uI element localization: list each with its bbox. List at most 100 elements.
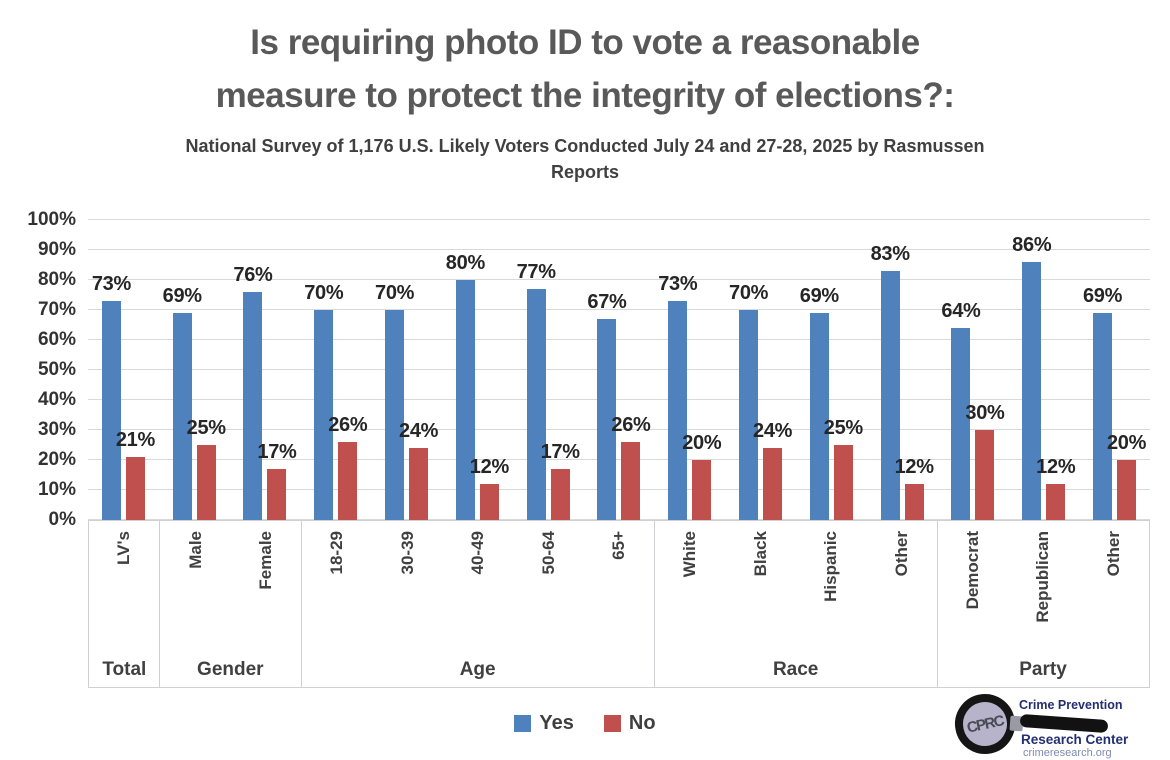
no-bar [692,460,712,520]
no-data-label: 24% [752,420,793,442]
bar-column: 76% 17% [230,220,301,520]
category-label: White [680,531,700,578]
yes-bar [314,310,334,520]
category-cell: White [654,521,725,687]
yes-data-label: 70% [375,282,415,304]
yes-bar [597,319,617,520]
no-bar [409,448,429,520]
chart-subtitle-line1: National Survey of 1,176 U.S. Likely Vot… [185,136,985,156]
category-cell: 18-29 [301,521,372,687]
legend-swatch-icon [603,715,621,732]
no-bar [125,457,145,520]
gridline [88,459,1150,460]
yes-bar [243,292,263,520]
y-tick-label: 50% [37,359,76,380]
gridline [88,219,1150,220]
yes-bar [172,313,192,520]
y-tick-label: 30% [37,419,76,440]
yes-bar [455,280,475,520]
no-data-label: 25% [823,417,863,439]
chart-title-line2: measure to protect the integrity of elec… [215,76,955,115]
bar-column: 80% 12% [442,220,513,520]
category-axis: LV's Male Female 18-29 30-39 40-49 50-64 65+ Whi… [88,520,1150,688]
yes-data-label: 76% [233,264,273,286]
category-cell: Democrat [936,521,1008,687]
y-tick-label: 0% [48,509,76,530]
no-data-label: 17% [257,441,297,463]
yes-data-label: 67% [587,291,627,313]
legend-item: No [603,712,656,735]
logo-url: crimeresearch.org [1023,747,1112,759]
category-label: Male [185,531,205,569]
yes-bar [526,289,546,520]
chart-subtitle-line2: Reports [550,162,619,182]
legend-label: Yes [539,712,574,734]
bar-columns: 73% 21% 69% 25% 76% 17% 70% 26% 70% 24% 80% 12% 77% 1… [88,220,1150,520]
gridline [88,399,1150,400]
gridline [88,339,1150,340]
gridline [88,279,1150,280]
group-label: Total [102,659,147,680]
no-data-label: 26% [611,414,651,436]
no-data-label: 12% [1036,456,1076,478]
bar-column: 70% 26% [300,220,371,520]
category-label: 30-39 [397,531,417,575]
bar-column: 70% 24% [371,220,442,520]
logo-text-line1: Crime Prevention [1019,698,1123,712]
no-bar [1046,484,1066,520]
category-label: Female [256,531,276,590]
yes-data-label: 69% [799,285,839,307]
y-tick-label: 40% [37,389,76,410]
category-label: Other [891,531,911,577]
no-bar [975,430,995,520]
yes-data-label: 70% [304,282,344,304]
no-data-label: 26% [328,414,368,436]
cprc-logo: CPRC Crime Prevention Research Center cr… [949,688,1128,760]
no-data-label: 25% [186,417,226,439]
yes-bar [668,301,688,520]
gridline [88,369,1150,370]
yes-data-label: 69% [162,285,202,307]
y-tick-label: 80% [37,269,76,290]
category-label: 50-64 [538,531,558,575]
no-bar [904,484,924,520]
gridline [88,429,1150,430]
category-label: 65+ [609,531,629,560]
group-label: Race [772,659,819,680]
legend-swatch-icon [514,715,532,732]
legend: Yes No [0,712,1170,735]
bar-column: 70% 24% [725,220,796,520]
bar-column: 67% 26% [584,220,655,520]
gridline [88,309,1150,310]
no-data-label: 30% [965,402,1005,424]
bar-column: 77% 17% [513,220,584,520]
no-data-label: 20% [1106,432,1147,454]
yes-data-label: 64% [941,300,981,322]
category-label: Hispanic [821,531,841,602]
bar-column: 83% 12% [867,220,938,520]
logo-text-line2: Research Center [1021,732,1129,747]
gridline [88,489,1150,490]
no-bar [621,442,641,520]
y-tick-label: 20% [37,449,76,470]
y-tick-label: 100% [27,209,76,230]
no-bar [833,445,853,520]
chart-title: Is requiring photo ID to vote a reasonab… [0,16,1170,122]
yes-bar [880,271,900,520]
no-bar [550,469,570,520]
y-axis: 0% 10% 20% 30% 40% 50% 60% 70% 80% 90% 100% [0,209,80,530]
no-data-label: 21% [115,429,155,451]
bar-column: 64% 30% [938,220,1009,520]
magnifier-handle-icon [1019,713,1109,734]
yes-bar [809,313,829,520]
no-data-label: 12% [469,456,509,478]
yes-bar [1093,313,1113,520]
y-tick-label: 60% [37,329,76,350]
plot-area: 73% 21% 69% 25% 76% 17% 70% 26% 70% 24% 80% 12% 77% 1… [88,219,1150,520]
yes-data-label: 86% [1012,234,1052,256]
bar-column: 69% 25% [796,220,867,520]
no-data-label: 24% [399,420,439,442]
y-tick-label: 90% [37,239,76,260]
yes-data-label: 80% [445,252,485,274]
yes-data-label: 77% [516,261,556,283]
